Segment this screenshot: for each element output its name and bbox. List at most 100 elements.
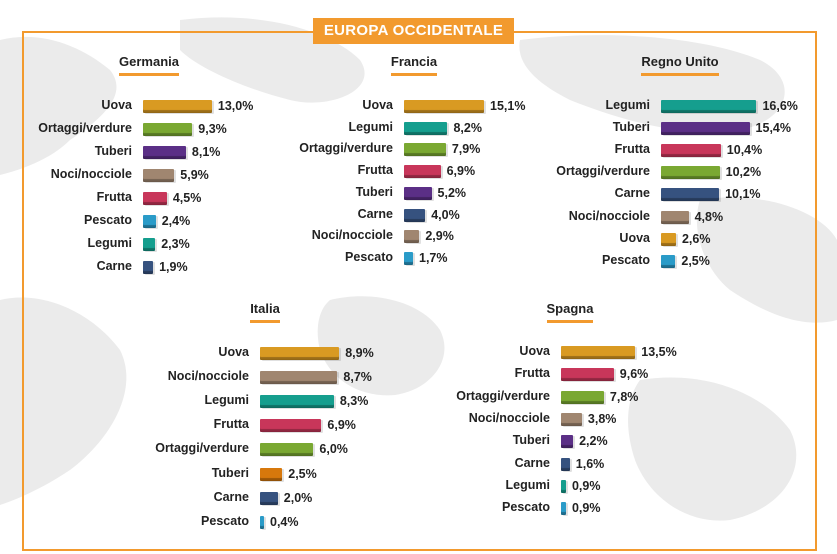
- category-label: Pescato: [201, 513, 249, 528]
- bar-uova: [260, 347, 340, 360]
- category-label: Frutta: [357, 163, 393, 178]
- category-label: Legumi: [348, 119, 393, 134]
- category-label: Ortaggi/verdure: [556, 164, 650, 179]
- category-label: Frutta: [514, 366, 550, 381]
- bar-pescato: [661, 254, 676, 268]
- category-label: Uova: [619, 230, 650, 245]
- value-label: 6,0%: [319, 442, 348, 457]
- bar-noci-nocciole: [260, 371, 338, 385]
- value-label: 10,2%: [725, 165, 762, 180]
- value-label: 7,9%: [451, 142, 481, 157]
- category-label: Legumi: [505, 477, 550, 492]
- value-label: 4,5%: [172, 191, 202, 205]
- bar-legumi: [561, 479, 566, 493]
- bar-noci-nocciole: [143, 169, 175, 182]
- category-label: Noci/nocciole: [468, 410, 550, 425]
- value-label: 9,3%: [198, 122, 227, 136]
- value-label: 2,6%: [681, 231, 711, 246]
- value-label: 0,4%: [270, 514, 299, 529]
- value-label: 2,5%: [288, 466, 317, 481]
- value-label: 13,5%: [641, 345, 677, 359]
- value-label: 10,4%: [726, 143, 763, 158]
- bar-frutta: [404, 165, 441, 179]
- category-label: Uova: [218, 345, 249, 359]
- bar-uova: [661, 232, 676, 246]
- bar-uova: [143, 100, 212, 113]
- category-label: Ortaggi/verdure: [155, 441, 249, 456]
- category-label: Pescato: [84, 213, 132, 227]
- bar-carne: [404, 208, 426, 222]
- value-label: 5,9%: [180, 168, 209, 182]
- value-label: 4,0%: [431, 207, 460, 222]
- bar-uova: [404, 100, 485, 113]
- category-label: Tuberi: [94, 144, 132, 158]
- category-label: Carne: [213, 489, 249, 504]
- value-label: 7,8%: [609, 389, 639, 404]
- value-label: 8,7%: [343, 370, 372, 385]
- category-label: Frutta: [213, 417, 249, 432]
- category-label: Carne: [96, 259, 132, 273]
- bar-frutta: [661, 144, 721, 158]
- bar-noci-nocciole: [404, 230, 420, 244]
- value-label: 2,4%: [161, 214, 191, 228]
- value-label: 2,9%: [425, 229, 454, 244]
- category-label: Noci/nocciole: [568, 208, 650, 223]
- category-label: Legumi: [87, 236, 132, 250]
- category-label: Frutta: [614, 142, 650, 157]
- category-label: Noci/nocciole: [167, 369, 249, 384]
- value-label: 8,1%: [191, 145, 221, 159]
- bar-ortaggi-verdure: [661, 166, 720, 180]
- category-label: Pescato: [345, 249, 393, 264]
- category-label: Ortaggi/verdure: [38, 121, 132, 135]
- value-label: 8,3%: [339, 394, 369, 409]
- bar-frutta: [143, 192, 167, 205]
- value-label: 2,0%: [283, 490, 313, 505]
- category-label: Ortaggi/verdure: [299, 141, 393, 156]
- value-label: 2,3%: [161, 237, 190, 251]
- value-label: 0,9%: [571, 478, 601, 493]
- value-label: 1,7%: [419, 250, 448, 265]
- category-label: Tuberi: [612, 120, 650, 135]
- value-label: 15,4%: [755, 121, 791, 136]
- bar-frutta: [260, 419, 322, 433]
- bar-carne: [661, 188, 720, 202]
- bar-tuberi: [661, 122, 750, 136]
- value-label: 1,6%: [575, 456, 605, 471]
- value-label: 2,5%: [681, 253, 710, 268]
- chart-title-francia: Francia: [390, 54, 438, 76]
- category-label: Ortaggi/verdure: [456, 388, 550, 403]
- value-label: 3,8%: [587, 411, 617, 426]
- bar-tuberi: [404, 186, 432, 200]
- chart-title-germania: Germania: [119, 54, 179, 76]
- region-banner: EUROPA OCCIDENTALE: [313, 18, 514, 44]
- bar-legumi: [260, 395, 334, 409]
- bar-carne: [561, 457, 570, 471]
- category-label: Noci/nocciole: [50, 167, 132, 181]
- category-label: Frutta: [96, 190, 132, 204]
- value-label: 10,1%: [725, 187, 761, 202]
- value-label: 13,0%: [217, 99, 254, 113]
- bar-ortaggi-verdure: [404, 143, 446, 157]
- bar-carne: [143, 261, 154, 274]
- category-label: Uova: [101, 98, 132, 112]
- category-label: Pescato: [602, 252, 650, 267]
- bar-noci-nocciole: [561, 412, 582, 426]
- category-label: Tuberi: [211, 465, 249, 480]
- category-label: Carne: [357, 206, 393, 221]
- bar-noci-nocciole: [661, 210, 689, 224]
- value-label: 9,6%: [619, 367, 649, 382]
- chart-title-italia: Italia: [250, 301, 280, 323]
- category-label: Legumi: [605, 98, 650, 112]
- category-label: Tuberi: [355, 184, 393, 199]
- bar-carne: [260, 491, 278, 505]
- value-label: 1,9%: [159, 260, 188, 274]
- value-label: 5,2%: [437, 185, 467, 200]
- chart-title-spagna: Spagna: [546, 301, 594, 323]
- value-label: 16,6%: [762, 99, 798, 113]
- bar-pescato: [260, 515, 264, 529]
- bar-legumi: [143, 238, 156, 251]
- bar-frutta: [561, 368, 614, 382]
- region-title: EUROPA OCCIDENTALE: [323, 22, 504, 39]
- bar-tuberi: [260, 467, 283, 481]
- value-label: 8,9%: [345, 346, 374, 360]
